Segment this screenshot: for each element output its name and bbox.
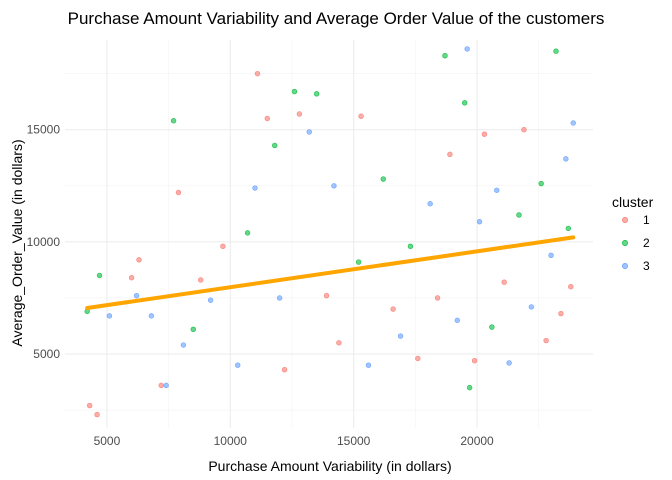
data-point bbox=[521, 127, 527, 133]
data-point bbox=[407, 243, 414, 250]
data-point bbox=[434, 295, 441, 301]
trend-line bbox=[85, 235, 576, 311]
data-point bbox=[397, 333, 404, 339]
legend-label-2: 2 bbox=[643, 236, 650, 250]
data-point bbox=[390, 306, 396, 312]
x-tick-label: 5000 bbox=[94, 434, 121, 448]
legend-title: cluster bbox=[612, 194, 654, 210]
data-point bbox=[254, 70, 261, 77]
data-point bbox=[355, 259, 362, 265]
data-point bbox=[543, 337, 549, 344]
data-point bbox=[94, 411, 100, 418]
data-point bbox=[306, 129, 312, 135]
data-point bbox=[462, 100, 468, 106]
data-point bbox=[442, 52, 448, 59]
data-point bbox=[323, 292, 330, 299]
data-point bbox=[252, 185, 258, 191]
chart-title: Purchase Amount Variability and Average … bbox=[68, 9, 605, 28]
data-point bbox=[163, 382, 169, 389]
data-point bbox=[128, 275, 135, 281]
data-point bbox=[313, 91, 320, 97]
data-point bbox=[365, 362, 372, 368]
data-point bbox=[180, 342, 187, 348]
data-point bbox=[358, 113, 364, 119]
data-point bbox=[427, 201, 433, 207]
data-point bbox=[96, 272, 103, 279]
data-point bbox=[235, 362, 241, 368]
data-point bbox=[190, 326, 196, 333]
data-point bbox=[148, 313, 155, 319]
x-axis-title: Purchase Amount Variability (in dollars) bbox=[208, 458, 451, 474]
data-point bbox=[264, 115, 271, 122]
data-point bbox=[291, 88, 298, 95]
x-axis-ticks: 5000 10000 15000 20000 bbox=[94, 434, 494, 448]
data-point bbox=[516, 212, 522, 218]
legend: cluster 1 2 3 bbox=[612, 194, 654, 273]
data-point bbox=[220, 243, 226, 250]
y-axis-ticks: 5000 10000 15000 bbox=[27, 123, 61, 361]
data-point bbox=[170, 118, 177, 124]
data-point bbox=[553, 48, 559, 54]
data-point bbox=[207, 297, 214, 303]
legend-key-3 bbox=[622, 263, 628, 269]
x-tick-label: 15000 bbox=[337, 434, 371, 448]
data-point bbox=[494, 187, 500, 193]
data-point bbox=[272, 142, 278, 149]
data-points bbox=[84, 46, 576, 418]
data-point bbox=[506, 360, 512, 366]
data-point bbox=[570, 120, 576, 126]
data-point bbox=[558, 310, 564, 317]
data-point bbox=[106, 313, 113, 319]
data-point bbox=[133, 292, 140, 299]
data-point bbox=[276, 295, 283, 301]
y-tick-label: 10000 bbox=[27, 235, 61, 249]
y-tick-label: 5000 bbox=[33, 347, 60, 361]
x-tick-label: 20000 bbox=[460, 434, 494, 448]
data-point bbox=[175, 189, 182, 196]
data-point bbox=[489, 324, 495, 330]
data-point bbox=[538, 180, 544, 187]
data-point bbox=[548, 252, 554, 259]
data-point bbox=[158, 382, 164, 389]
legend-key-2 bbox=[622, 240, 628, 246]
data-point bbox=[136, 257, 142, 263]
legend-label-3: 3 bbox=[643, 259, 650, 273]
data-point bbox=[568, 284, 574, 290]
data-point bbox=[528, 304, 535, 310]
data-point bbox=[481, 131, 488, 137]
data-point bbox=[281, 366, 288, 373]
data-point bbox=[198, 277, 204, 283]
x-tick-label: 10000 bbox=[214, 434, 248, 448]
data-point bbox=[380, 176, 386, 182]
data-point bbox=[415, 355, 421, 362]
data-point bbox=[86, 402, 93, 409]
trend-line-group bbox=[85, 235, 576, 311]
data-point bbox=[454, 317, 460, 324]
data-point bbox=[447, 151, 453, 158]
data-point bbox=[464, 46, 470, 52]
data-point bbox=[501, 279, 507, 285]
data-point bbox=[565, 225, 572, 232]
data-point bbox=[244, 230, 251, 236]
data-point bbox=[336, 340, 342, 346]
data-point bbox=[476, 218, 483, 225]
data-point bbox=[331, 183, 337, 189]
data-point bbox=[471, 358, 478, 364]
data-point bbox=[466, 384, 473, 391]
y-axis-title: Average_Order_Value (in dollars) bbox=[9, 139, 25, 346]
data-point bbox=[563, 156, 569, 162]
legend-key-1 bbox=[622, 217, 628, 223]
legend-label-1: 1 bbox=[643, 213, 650, 227]
y-tick-label: 15000 bbox=[27, 123, 61, 137]
data-point bbox=[296, 111, 303, 117]
